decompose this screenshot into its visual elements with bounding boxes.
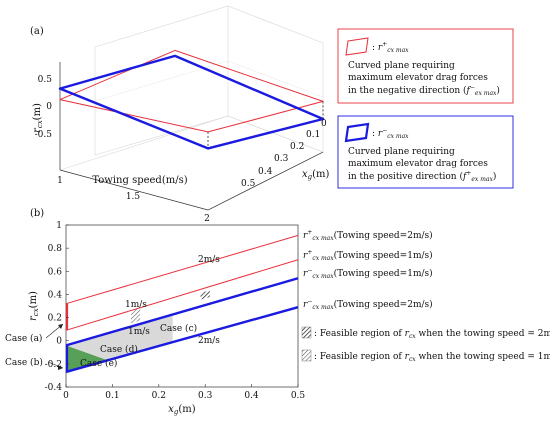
- legend-red-text-2: maximum elevator drag forces: [348, 73, 488, 83]
- x-ticks: 0 0.1 0.2 0.3 0.4 0.5: [63, 384, 305, 401]
- speed-axis-label: Towing speed(m/s): [92, 175, 187, 186]
- legend-red-text-3: in the negative direction (f−ex max): [348, 84, 500, 97]
- z-tick-2: -0.5: [35, 130, 53, 140]
- y-tick-label-4: 0.4: [48, 290, 63, 300]
- legend-blue-text-1: Curved plane requiring: [348, 147, 455, 157]
- grid-z0-right: [227, 60, 324, 98]
- series-line-2: [65, 277, 299, 347]
- xg-axis-label: xg(m): [302, 169, 330, 181]
- z-axis-label: rcx(m): [32, 103, 44, 133]
- case-b-label: Case (b): [5, 357, 43, 368]
- xg-tick-1: 0.1: [306, 130, 320, 140]
- legend-blue-swatch: [344, 122, 370, 143]
- legend-blue-box: [337, 115, 514, 189]
- svg-text:r+cx max(Towing speed=1m/s): r+cx max(Towing speed=1m/s): [303, 249, 433, 262]
- series-line-0: [65, 234, 299, 305]
- speed-tick-0: 1: [57, 176, 63, 186]
- legend-blue-text-3: in the positive direction (f+ex max): [348, 170, 496, 183]
- panel-a-label: (a): [30, 26, 44, 37]
- feasible-region-1: [130, 307, 141, 324]
- xg-tick-3: 0.3: [274, 154, 289, 164]
- series-lines: [65, 234, 299, 374]
- case-d-label: Case (d): [100, 344, 138, 355]
- panel-a-3d-box: [59, 5, 324, 211]
- x-tick-label-5: 0.5: [291, 391, 306, 401]
- xg-tick-0: 0: [321, 119, 327, 129]
- x-tick-label-2: 0.2: [152, 391, 166, 401]
- region-2ms-label-top: 2m/s: [198, 255, 220, 265]
- x-tick-label-0: 0: [63, 391, 69, 401]
- legend-line-0: r+cx max(Towing speed=2m/s): [303, 229, 433, 242]
- region-2ms-label-bottom: 2m/s: [198, 336, 220, 346]
- x-tick-label-1: 0.1: [105, 391, 119, 401]
- panel-a-ticks: 0.5 0 -0.5 1 1.5 2 0 0.1 0.2 0.3 0.4 0.5…: [32, 75, 330, 224]
- b-y-axis-label: rcx(m): [28, 291, 40, 321]
- y-tick-label-1: -0.2: [45, 360, 62, 370]
- legend-line-1: r+cx max(Towing speed=1m/s): [303, 249, 433, 262]
- legend-feasible-1ms: : Feasible region of rcx when the towing…: [314, 352, 550, 363]
- x-tick-label-3: 0.3: [198, 391, 213, 401]
- xg-tick-4: 0.4: [258, 167, 273, 177]
- z-tick-1: 0: [46, 102, 52, 112]
- x-tick-label-4: 0.4: [244, 391, 259, 401]
- legend-feasible-1ms-swatch: [301, 349, 312, 362]
- y-ticks: -0.4 -0.2 0 0.2 0.4 0.6 0.8 1: [45, 221, 69, 393]
- feasible-region-0: [200, 290, 210, 300]
- z-tick-0: 0.5: [38, 75, 53, 85]
- b-x-axis-label: xg(m): [168, 404, 196, 416]
- case-a-label: Case (a): [5, 333, 42, 344]
- xg-tick-2: 0.2: [290, 142, 304, 152]
- grid-z0-left: [94, 60, 229, 102]
- legend-line-2: r−cx max(Towing speed=1m/s): [303, 267, 433, 280]
- speed-tick-1: 1.5: [126, 192, 141, 202]
- surface-1-outline: [58, 54, 325, 150]
- panel-b-legend: r+cx max(Towing speed=2m/s) r+cx max(Tow…: [301, 229, 550, 363]
- y-tick-label-3: 0.2: [48, 314, 62, 324]
- xg-tick-5: 0.5: [241, 179, 256, 189]
- y-tick-label-7: 1: [56, 221, 62, 231]
- panel-b-annotations: Case (a) Case (b) Case (c) Case (d) Case…: [5, 255, 220, 370]
- legend-feasible-2ms-swatch: [301, 326, 312, 339]
- case-a-arrowhead: [58, 324, 63, 329]
- legend-blue-surface: : r−cx max Curved plane requiring maximu…: [337, 115, 514, 189]
- series-line-3: [65, 306, 299, 374]
- box-back-wall: [94, 5, 324, 156]
- y-tick-label-2: 0: [56, 337, 62, 347]
- legend-line-3: r−cx max(Towing speed=2m/s): [303, 298, 433, 311]
- y-tick-label-5: 0.6: [48, 267, 63, 277]
- region-1ms-label-bottom: 1m/s: [128, 327, 150, 337]
- speed-tick-2: 2: [204, 214, 210, 224]
- panel-b-plot: 0 0.1 0.2 0.3 0.4 0.5 -0.4 -0.2 0 0.2 0.4 0.6 0.8 1: [45, 221, 306, 401]
- case-b-arrowhead: [58, 365, 63, 370]
- xg-axis-line: [207, 151, 324, 211]
- box-floor-edge-left: [59, 115, 229, 171]
- legend-red-swatch: [345, 37, 369, 56]
- svg-text:r−cx max(Towing speed=1m/s): r−cx max(Towing speed=1m/s): [303, 267, 433, 280]
- panel-a-surfaces: [58, 49, 325, 150]
- speed-axis-line: [59, 169, 209, 211]
- legend-blue-text-2: maximum elevator drag forces: [348, 159, 488, 169]
- case-c-label: Case (c): [160, 323, 197, 334]
- case-e-region: [66, 345, 108, 372]
- panel-b-label: (b): [30, 208, 44, 219]
- legend-feasible-2ms: : Feasible region of rcx when the towing…: [314, 329, 550, 340]
- series-line-1: [65, 259, 299, 331]
- region-1ms-label-top: 1m/s: [125, 300, 147, 310]
- legend-red-surface: : r+cx max Curved plane requiring maximu…: [337, 28, 514, 104]
- case-e-label: Case (e): [80, 358, 117, 369]
- y-tick-label-0: -0.4: [45, 383, 63, 393]
- svg-text:r+cx max(Towing speed=2m/s): r+cx max(Towing speed=2m/s): [303, 229, 433, 242]
- svg-text:r−cx max(Towing speed=2m/s): r−cx max(Towing speed=2m/s): [303, 298, 433, 311]
- legend-red-text-1: Curved plane requiring: [348, 61, 455, 71]
- y-tick-label-6: 0.8: [48, 244, 63, 254]
